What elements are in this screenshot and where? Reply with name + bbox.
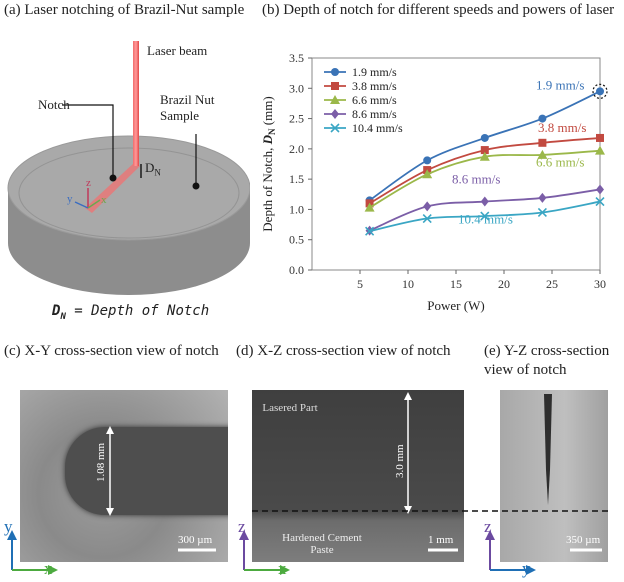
dn-label: DN	[145, 160, 161, 178]
y-tick-label: 0.0	[289, 263, 304, 277]
series-end-label: 10.4 mm/s	[458, 212, 513, 227]
yz-section-image: 350 µm	[500, 390, 608, 562]
data-point	[537, 149, 548, 159]
panel-d-caption: (d) X-Z cross-section view of notch	[236, 343, 451, 359]
series-end-label: 1.9 mm/s	[536, 77, 584, 92]
data-point	[331, 68, 339, 76]
data-point	[480, 196, 489, 207]
x-tick-label: 10	[402, 277, 414, 291]
data-point	[596, 133, 604, 142]
data-point	[423, 201, 432, 212]
y-tick-label: 3.0	[289, 81, 304, 95]
cement-paste-label: Hardened Cement Paste	[282, 532, 362, 556]
depth-of-notch-chart: 0.0 0.5 1.0 1.5 2.0 2.5 3.0 3.5 5 10 15 20 25 30 Power…	[260, 51, 608, 313]
data-point	[596, 184, 604, 195]
highlight-circle	[592, 83, 608, 99]
x-tick-label: 5	[357, 277, 363, 291]
notch-dark-region	[65, 427, 228, 515]
xy-scale-label: 300 µm	[178, 534, 213, 546]
data-point	[330, 123, 340, 133]
panel-e-caption: (e) Y-Z cross-section view of notch	[484, 343, 610, 378]
e-axis-z: z	[484, 517, 492, 536]
series-end-label: 8.6 mm/s	[452, 171, 500, 186]
e-axis-y: y	[522, 559, 531, 578]
data-point	[364, 202, 375, 212]
yz-scale-label: 350 µm	[566, 534, 601, 546]
series-end-label: 6.6 mm/s	[536, 155, 584, 170]
data-point	[538, 192, 547, 203]
axis-z-label: z	[86, 177, 91, 189]
y-tick-label: 0.5	[289, 233, 304, 247]
data-point	[595, 145, 605, 155]
panel-b-caption: (b) Depth of notch for different speeds …	[262, 2, 615, 18]
y-tick-label: 2.0	[289, 142, 304, 156]
data-point	[596, 87, 604, 96]
data-point	[479, 151, 490, 161]
x-tick-label: 25	[546, 277, 558, 291]
cylinder-top	[7, 135, 250, 241]
legend-label: 10.4 mm/s	[352, 121, 403, 135]
xz-section-image: Lasered Part Hardened Cement Paste 3.0 m…	[252, 390, 464, 562]
c-axis-x: x	[44, 559, 53, 578]
laser-beam-label: Laser beam	[147, 43, 208, 58]
xy-dimension-label: 1.08 mm	[95, 442, 107, 482]
panel-a-caption: (a) Laser notching of Brazil-Nut sample	[4, 2, 245, 18]
x-tick-label: 20	[498, 277, 510, 291]
sample-label: Brazil Nut Sample	[160, 92, 215, 123]
d-axis-z: z	[238, 517, 246, 536]
legend-label: 3.8 mm/s	[352, 79, 397, 93]
data-point	[331, 82, 339, 90]
notch-leader	[62, 104, 114, 176]
notch-label: Notch	[38, 97, 70, 112]
d-axis-x: x	[278, 559, 287, 578]
legend-label: 8.6 mm/s	[352, 107, 397, 121]
legend-label: 1.9 mm/s	[352, 65, 397, 79]
axis-x-label: x	[101, 194, 107, 206]
y-tick-label: 1.5	[289, 172, 304, 186]
data-point	[480, 133, 489, 142]
brazil-nut-sample-diagram	[7, 41, 250, 295]
y-tick-label: 2.5	[289, 112, 304, 126]
lasered-part-label: Lasered Part	[262, 402, 318, 414]
data-point	[423, 156, 432, 165]
xy-section-image: 1.08 mm 300 µm	[20, 390, 228, 562]
data-point	[538, 138, 547, 147]
series-end-label: 3.8 mm/s	[538, 120, 586, 135]
laser-beam	[133, 41, 139, 166]
y-tick-label: 3.5	[289, 51, 304, 65]
data-point	[480, 211, 490, 221]
xz-dimension-label: 3.0 mm	[394, 444, 406, 478]
data-point	[538, 114, 547, 123]
data-point	[422, 213, 432, 224]
y-axis-label: Depth of Notch, DN (mm)	[260, 96, 277, 231]
data-point	[480, 146, 489, 155]
data-point	[331, 109, 339, 119]
c-axis-y: y	[4, 517, 13, 536]
interface-dashed-line	[252, 510, 610, 512]
data-point	[365, 226, 375, 236]
data-point	[537, 207, 547, 218]
data-point	[330, 95, 340, 104]
x-axis-label: Power (W)	[427, 298, 484, 313]
axis-y-label: y	[67, 193, 73, 205]
panel-c-caption: (c) X-Y cross-section view of notch	[4, 343, 219, 359]
xz-scale-label: 1 mm	[428, 534, 454, 546]
notch-definition: DN = Depth of Notch	[52, 303, 210, 322]
data-point	[595, 196, 605, 207]
legend-label: 6.6 mm/s	[352, 93, 397, 107]
x-tick-label: 15	[450, 277, 462, 291]
data-point	[422, 169, 433, 179]
x-tick-label: 30	[594, 277, 606, 291]
y-tick-label: 1.0	[289, 202, 304, 216]
